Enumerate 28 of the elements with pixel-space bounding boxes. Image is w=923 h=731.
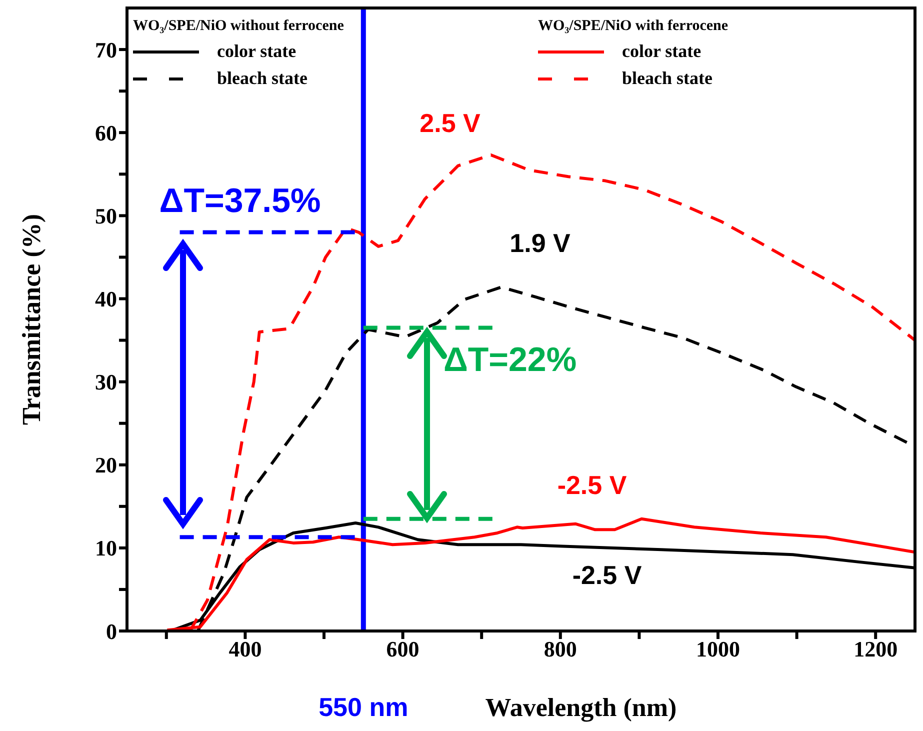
annotation: WO₃/SPE/NiO with ferrocene bbox=[538, 18, 730, 35]
annotation: 2.5 V bbox=[420, 108, 482, 138]
annotation: -2.5 V bbox=[572, 560, 642, 590]
legend-label: bleach state bbox=[217, 68, 308, 89]
x-tick-label: 1200 bbox=[854, 636, 898, 662]
x-tick-label: 600 bbox=[386, 636, 420, 662]
annotation: 1.9 V bbox=[510, 228, 572, 258]
y-tick-label: 0 bbox=[106, 618, 117, 644]
legend-label: color state bbox=[217, 41, 296, 62]
y-axis-title: Transmittance (%) bbox=[17, 214, 46, 426]
annotation: ΔT=22% bbox=[443, 340, 577, 379]
y-tick-label: 60 bbox=[95, 120, 117, 146]
annotation: -2.5 V bbox=[557, 470, 628, 500]
x-tick-label: 1000 bbox=[696, 636, 740, 662]
y-tick-label: 30 bbox=[95, 370, 117, 395]
annotation: ΔT=37.5% bbox=[159, 182, 321, 220]
ref-line-label: 550 nm bbox=[318, 692, 408, 722]
y-tick-label: 50 bbox=[95, 203, 117, 228]
legend-label: color state bbox=[622, 41, 702, 62]
x-axis-title: Wavelength (nm) bbox=[485, 693, 677, 722]
legend-label: bleach state bbox=[622, 68, 712, 89]
y-tick-label: 40 bbox=[95, 286, 117, 312]
y-tick-label: 10 bbox=[95, 536, 117, 561]
y-tick-label: 20 bbox=[95, 452, 117, 478]
y-tick-label: 70 bbox=[95, 37, 117, 62]
annotation: WO₃/SPE/NiO without ferrocene bbox=[133, 18, 345, 35]
x-tick-label: 800 bbox=[544, 636, 577, 662]
x-tick-label: 400 bbox=[228, 636, 262, 662]
